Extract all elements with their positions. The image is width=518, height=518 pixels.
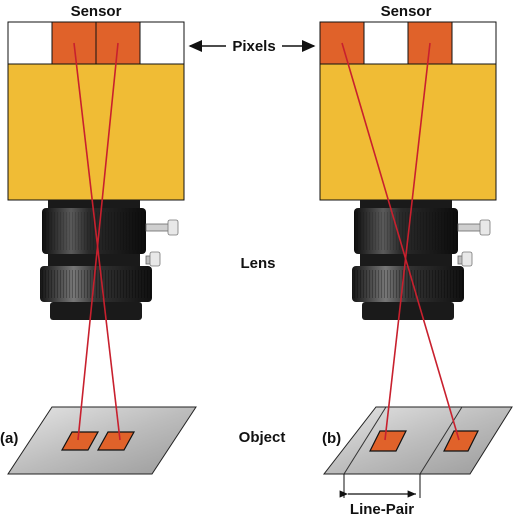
lens-label: Lens (240, 255, 275, 272)
assembly-b (319, 21, 513, 498)
sensor-pixel-a-1 (7, 21, 53, 65)
thumbscrew-a-bottom (145, 251, 161, 267)
rays-a (73, 42, 121, 441)
sensor-label-a: Sensor (71, 3, 122, 20)
object-plate-a (7, 406, 197, 475)
object-feature-a-1 (60, 431, 100, 451)
line-pair-boundary-1 (343, 406, 387, 475)
object-plate-b (322, 406, 513, 475)
ray-a-2 (77, 42, 119, 441)
panel-label-b: (b) (322, 430, 341, 447)
pixels-label: Pixels (232, 38, 275, 55)
assembly-a (7, 21, 197, 475)
plate-a (7, 406, 197, 475)
lens-mount-b (360, 200, 452, 208)
lens-b (352, 200, 491, 320)
sensor-a (7, 21, 185, 201)
line-pair-label: Line-Pair (350, 501, 414, 518)
plate-b (322, 406, 513, 475)
lens-front-a (50, 302, 142, 320)
object-label: Object (239, 429, 286, 446)
line-pair-dimension (339, 474, 421, 498)
object-feature-b-2 (443, 430, 479, 452)
lens-front-b (362, 302, 454, 320)
object-feature-b-1 (369, 430, 407, 452)
sensor-pixel-b-4 (451, 21, 497, 65)
ray-b-2 (384, 42, 431, 441)
rays-b (341, 42, 460, 441)
thumbscrew-b-bottom (457, 251, 473, 267)
sensor-label-b: Sensor (381, 3, 432, 20)
object-feature-a-2 (96, 431, 136, 451)
sensor-body-b (320, 64, 496, 200)
lens-a (40, 200, 179, 320)
sensor-b (319, 21, 497, 201)
line-pair-boundary-2 (419, 406, 463, 475)
thumbscrew-b-top (457, 219, 491, 236)
ray-a-1 (73, 42, 121, 441)
sensor-pixel-b-2 (363, 21, 409, 65)
sensor-body-a (8, 64, 184, 200)
ray-b-1 (341, 42, 460, 441)
thumbscrew-a-top (145, 219, 179, 236)
panel-label-a: (a) (0, 430, 18, 447)
lens-mount-a (48, 200, 140, 208)
lens-waist-a (48, 254, 140, 266)
sensor-pixel-a-4 (139, 21, 185, 65)
